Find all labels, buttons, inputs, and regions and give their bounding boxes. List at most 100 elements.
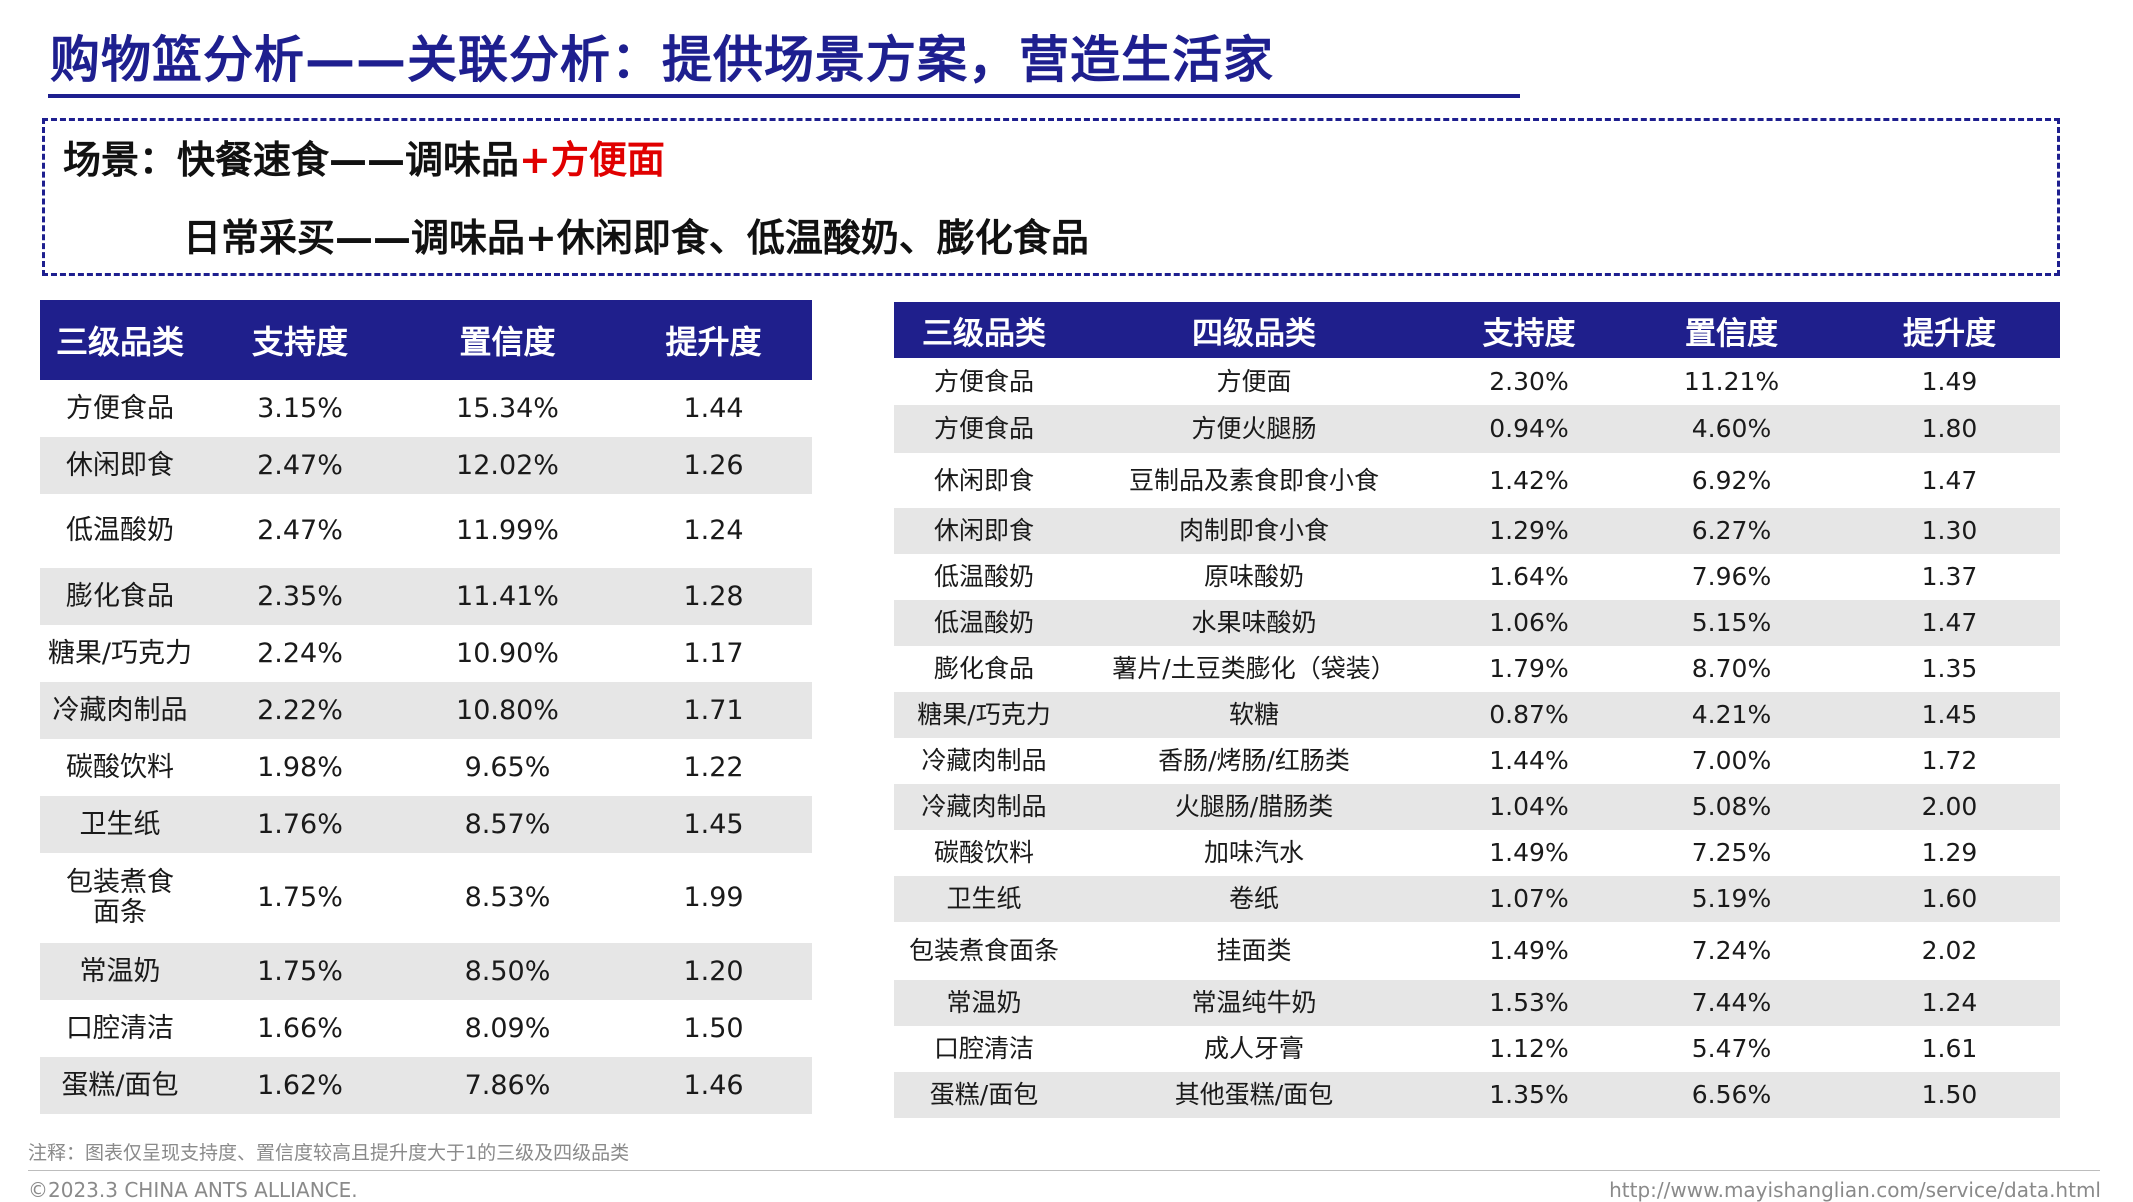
cell-confidence: 8.57% (400, 796, 615, 853)
table-row: 休闲即食 豆制品及素食即食小食 1.42% 6.92% 1.47 (894, 453, 2060, 508)
cell-level3: 休闲即食 (933, 465, 1034, 495)
cell-lift: 1.60 (1839, 876, 2060, 922)
cell-support: 1.75% (200, 943, 400, 1000)
cell-support: 1.66% (257, 1012, 343, 1044)
right-header-confidence: 置信度 (1624, 302, 1839, 358)
table-row: 常温奶 1.75% 8.50% 1.20 (40, 943, 812, 1000)
cell-support: 2.47% (257, 515, 343, 546)
table-row: 方便食品 方便火腿肠 0.94% 4.60% 1.80 (894, 405, 2060, 453)
right-header-lift: 提升度 (1839, 302, 2060, 358)
cell-confidence: 11.41% (400, 568, 615, 625)
cell-category: 口腔清洁 (66, 1012, 174, 1044)
cell-level4: 方便火腿肠 (1074, 405, 1434, 453)
cell-support: 1.07% (1434, 876, 1624, 922)
cell-confidence: 5.47% (1691, 1034, 1772, 1063)
table-row: 包装煮食面条 1.75% 8.53% 1.99 (40, 853, 812, 943)
cell-lift: 1.47 (1921, 465, 1978, 495)
table-row: 口腔清洁 1.66% 8.09% 1.50 (40, 1000, 812, 1057)
cell-support: 1.44% (1489, 746, 1569, 775)
cell-confidence: 4.60% (1624, 405, 1839, 453)
scene-line-2: 日常采买——调味品+休闲即食、低温酸奶、膨化食品 (183, 216, 1089, 260)
cell-support: 0.87% (1434, 692, 1624, 738)
cell-level4: 火腿肠/腊肠类 (1074, 784, 1434, 830)
cell-level4: 香肠/烤肠/红肠类 (1158, 746, 1350, 775)
left-header-level3: 三级品类 (40, 300, 200, 380)
cell-support: 1.42% (1489, 465, 1569, 495)
cell-confidence: 5.19% (1624, 876, 1839, 922)
cell-lift: 1.28 (615, 568, 812, 625)
scene-line-1-prefix: 场景：快餐速食——调味品 (63, 138, 520, 182)
cell-level4: 其他蛋糕/面包 (1074, 1072, 1434, 1118)
table-row: 常温奶 常温纯牛奶 1.53% 7.44% 1.24 (894, 980, 2060, 1026)
cell-level3: 休闲即食 (894, 508, 1074, 554)
cell-support: 1.62% (200, 1057, 400, 1114)
cell-level4: 方便面 (1216, 366, 1292, 396)
table-row: 口腔清洁 成人牙膏 1.12% 5.47% 1.61 (894, 1026, 2060, 1072)
cell-support: 2.24% (257, 637, 343, 669)
cell-lift: 1.49 (1921, 366, 1978, 396)
cell-level3: 方便食品 (894, 405, 1074, 453)
table-row: 卫生纸 卷纸 1.07% 5.19% 1.60 (894, 876, 2060, 922)
cell-support: 2.47% (200, 437, 400, 494)
cell-lift: 1.24 (1839, 980, 2060, 1026)
cell-confidence: 5.08% (1624, 784, 1839, 830)
table-row: 膨化食品 薯片/土豆类膨化（袋装） 1.79% 8.70% 1.35 (894, 646, 2060, 692)
scene-box: 场景：快餐速食——调味品+方便面 日常采买——调味品+休闲即食、低温酸奶、膨化食… (42, 118, 2060, 276)
cell-level3: 冷藏肉制品 (921, 746, 1047, 775)
cell-confidence: 10.90% (456, 637, 559, 669)
cell-lift: 1.47 (1839, 600, 2060, 646)
cell-level4: 卷纸 (1074, 876, 1434, 922)
footer-divider (28, 1170, 2100, 1171)
cell-category: 方便食品 (66, 392, 174, 424)
cell-category: 冷藏肉制品 (40, 682, 200, 739)
cell-lift: 1.71 (615, 682, 812, 739)
cell-lift: 1.45 (615, 796, 812, 853)
table-row: 膨化食品 2.35% 11.41% 1.28 (40, 568, 812, 625)
table-row: 冷藏肉制品 火腿肠/腊肠类 1.04% 5.08% 2.00 (894, 784, 2060, 830)
table-row: 蛋糕/面包 其他蛋糕/面包 1.35% 6.56% 1.50 (894, 1072, 2060, 1118)
cell-level4: 加味汽水 (1203, 838, 1304, 867)
cell-lift: 1.37 (1921, 562, 1978, 591)
table-row: 休闲即食 2.47% 12.02% 1.26 (40, 437, 812, 494)
cell-confidence: 12.02% (400, 437, 615, 494)
cell-support: 3.15% (257, 392, 343, 424)
cell-support: 1.35% (1434, 1072, 1624, 1118)
cell-category: 碳酸饮料 (66, 751, 174, 783)
cell-level4: 原味酸奶 (1203, 562, 1304, 591)
cell-support: 1.49% (1489, 838, 1569, 867)
cell-confidence: 5.15% (1624, 600, 1839, 646)
left-table: 三级品类 支持度 置信度 提升度 方便食品 3.15% 15.34% 1.44 休闲即… (40, 300, 812, 1114)
table-row: 冷藏肉制品 香肠/烤肠/红肠类 1.44% 7.00% 1.72 (894, 738, 2060, 784)
title-underline (48, 94, 1520, 98)
cell-support: 1.76% (200, 796, 400, 853)
cell-category: 糖果/巧克力 (47, 637, 193, 669)
cell-confidence: 6.27% (1624, 508, 1839, 554)
cell-confidence: 7.96% (1691, 562, 1772, 591)
cell-confidence: 8.53% (464, 882, 551, 913)
scene-line-1: 场景：快餐速食——调味品+方便面 (63, 129, 665, 184)
cell-lift: 1.50 (683, 1012, 744, 1044)
cell-support: 1.04% (1434, 784, 1624, 830)
right-header-level3: 三级品类 (894, 302, 1074, 358)
cell-level4: 挂面类 (1216, 936, 1292, 965)
footnote: 注释：图表仅呈现支持度、置信度较高且提升度大于1的三级及四级品类 (28, 1142, 630, 1164)
cell-confidence: 15.34% (456, 392, 559, 424)
cell-support: 1.06% (1434, 600, 1624, 646)
cell-level4: 水果味酸奶 (1074, 600, 1434, 646)
cell-support: 2.35% (200, 568, 400, 625)
table-row: 低温酸奶 原味酸奶 1.64% 7.96% 1.37 (894, 554, 2060, 600)
table-row: 糖果/巧克力 软糖 0.87% 4.21% 1.45 (894, 692, 2060, 738)
scene-line-1-highlight: +方便面 (519, 138, 665, 182)
cell-lift: 1.20 (615, 943, 812, 1000)
left-table-header-row: 三级品类 支持度 置信度 提升度 (40, 300, 812, 380)
cell-level4: 软糖 (1074, 692, 1434, 738)
source-url: http://www.mayishanglian.com/service/dat… (1609, 1178, 2101, 1202)
table-row: 蛋糕/面包 1.62% 7.86% 1.46 (40, 1057, 812, 1114)
cell-confidence: 7.25% (1691, 838, 1772, 867)
cell-support: 2.30% (1489, 366, 1569, 396)
cell-confidence: 9.65% (464, 751, 551, 783)
cell-confidence: 11.99% (456, 515, 559, 546)
cell-level3: 冷藏肉制品 (894, 784, 1074, 830)
table-row: 方便食品 方便面 2.30% 11.21% 1.49 (894, 358, 2060, 405)
cell-confidence: 8.09% (464, 1012, 551, 1044)
